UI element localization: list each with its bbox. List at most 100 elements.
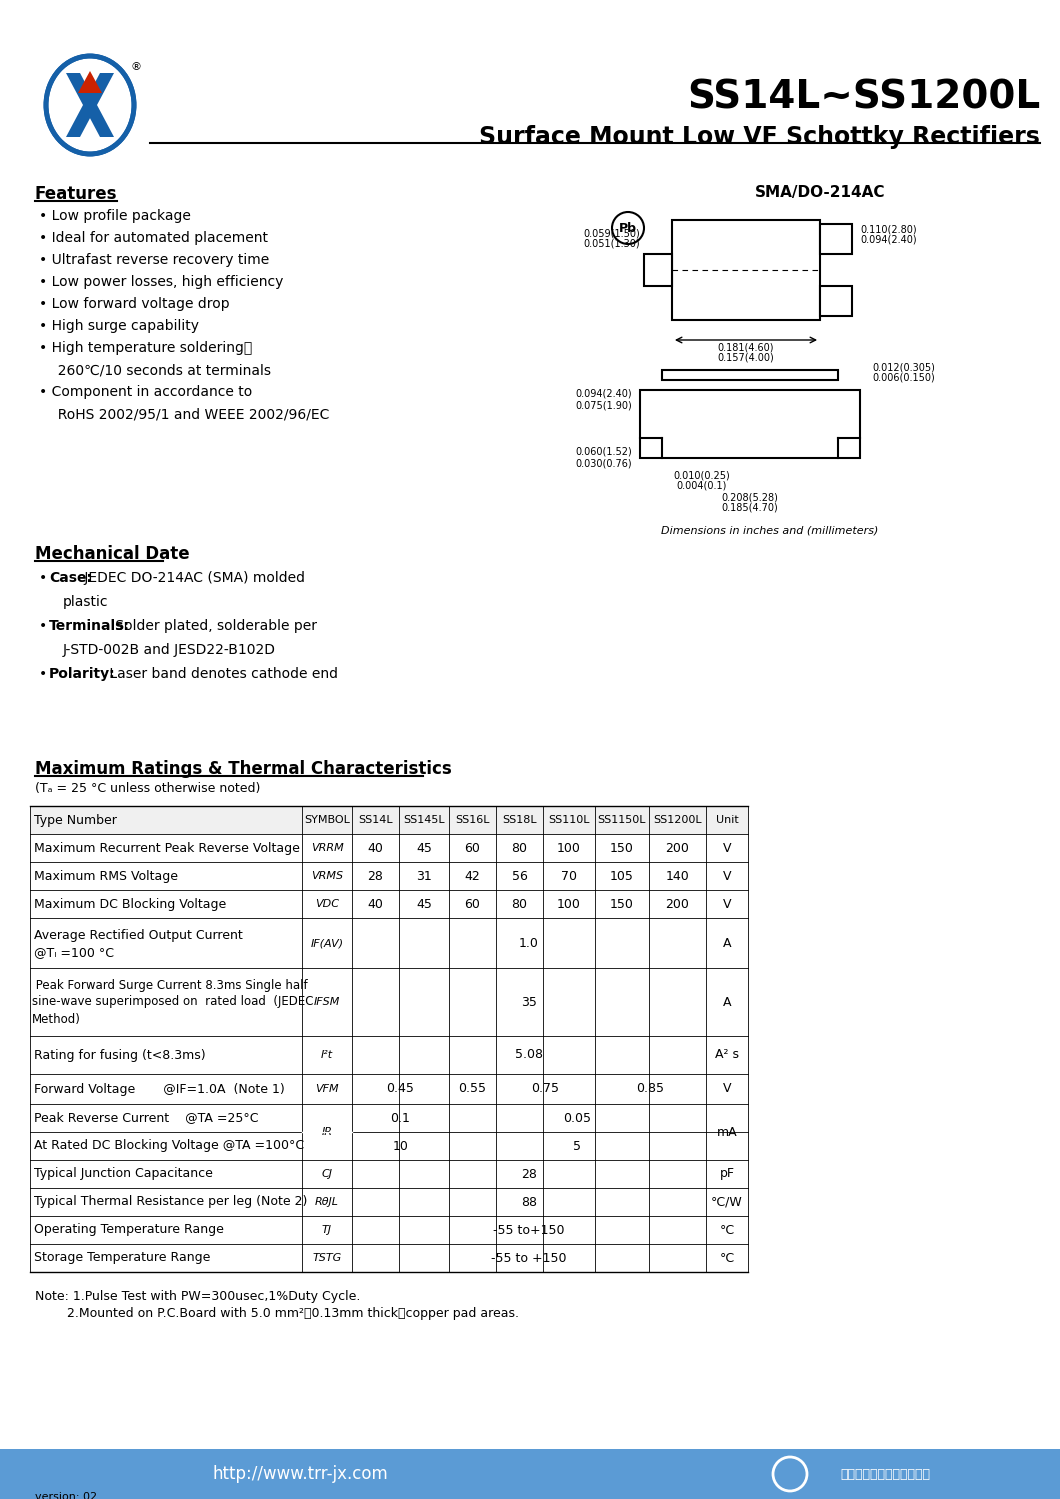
Bar (644, 253, 672, 286)
Text: 70: 70 (561, 869, 577, 883)
Text: 5: 5 (573, 1139, 582, 1153)
Text: Polarity:: Polarity: (49, 667, 116, 681)
Text: 0.094(2.40): 0.094(2.40) (860, 234, 917, 244)
Text: 150: 150 (611, 841, 634, 854)
Text: RθJL: RθJL (315, 1198, 339, 1207)
Text: 28: 28 (368, 869, 384, 883)
Text: 1.0: 1.0 (519, 937, 538, 949)
Text: °C: °C (720, 1252, 735, 1265)
Text: • Ultrafast reverse recovery time: • Ultrafast reverse recovery time (39, 253, 269, 267)
Text: Rating for fusing (t<8.3ms): Rating for fusing (t<8.3ms) (34, 1048, 206, 1061)
Text: A: A (723, 995, 731, 1009)
Text: 0.030(0.76): 0.030(0.76) (576, 459, 632, 468)
Text: Note: 1.Pulse Test with PW=300usec,1%Duty Cycle.: Note: 1.Pulse Test with PW=300usec,1%Dut… (35, 1291, 360, 1303)
Text: mA: mA (717, 1126, 738, 1139)
Text: 0.010(0.25): 0.010(0.25) (673, 471, 730, 480)
Text: 28: 28 (522, 1168, 537, 1181)
Text: version: 02: version: 02 (35, 1492, 98, 1499)
Text: Operating Temperature Range: Operating Temperature Range (34, 1223, 224, 1237)
Text: Peak Forward Surge Current 8.3ms Single half: Peak Forward Surge Current 8.3ms Single … (32, 979, 307, 991)
Text: •: • (39, 571, 52, 585)
Text: 0.208(5.28): 0.208(5.28) (722, 492, 778, 502)
Text: 0.060(1.52): 0.060(1.52) (576, 447, 632, 456)
Text: -55 to+150: -55 to+150 (493, 1223, 565, 1237)
Text: SS16L: SS16L (455, 815, 490, 824)
Text: SMA/DO-214AC: SMA/DO-214AC (755, 184, 885, 199)
Text: 0.004(0.1): 0.004(0.1) (677, 480, 727, 490)
Text: 40: 40 (368, 898, 384, 910)
Text: 0.45: 0.45 (387, 1082, 414, 1096)
Text: plastic: plastic (63, 595, 108, 609)
Text: Peak Reverse Current    @TA =25°C: Peak Reverse Current @TA =25°C (34, 1111, 259, 1124)
Text: 31: 31 (417, 869, 431, 883)
Text: SYMBOL: SYMBOL (304, 815, 350, 824)
Text: VRRM: VRRM (311, 842, 343, 853)
Ellipse shape (46, 55, 134, 154)
Text: 0.185(4.70): 0.185(4.70) (722, 502, 778, 513)
Text: Method): Method) (32, 1012, 81, 1025)
Bar (672, 220, 820, 319)
Bar (30, 806, 748, 833)
Text: SS14L: SS14L (358, 815, 393, 824)
Text: V: V (723, 1082, 731, 1096)
Text: TJ: TJ (322, 1225, 332, 1235)
Text: Maximum Recurrent Peak Reverse Voltage: Maximum Recurrent Peak Reverse Voltage (34, 841, 300, 854)
Text: IFSM: IFSM (314, 997, 340, 1007)
Text: V: V (723, 898, 731, 910)
Text: Unit: Unit (716, 815, 739, 824)
Polygon shape (66, 73, 114, 136)
Text: 150: 150 (611, 898, 634, 910)
Text: pF: pF (720, 1168, 735, 1181)
Text: Storage Temperature Range: Storage Temperature Range (34, 1252, 210, 1265)
Text: 0.051(1.30): 0.051(1.30) (583, 238, 640, 247)
Text: SS1150L: SS1150L (598, 815, 647, 824)
Text: 60: 60 (464, 898, 480, 910)
Text: •: • (39, 667, 52, 681)
Text: Features: Features (35, 184, 118, 202)
Text: (Tₐ = 25 °C unless otherwise noted): (Tₐ = 25 °C unless otherwise noted) (35, 782, 261, 794)
Text: SS110L: SS110L (548, 815, 589, 824)
Text: IR: IR (321, 1127, 333, 1138)
Text: • Low profile package: • Low profile package (39, 208, 191, 223)
Text: Typical Thermal Resistance per leg (Note 2): Typical Thermal Resistance per leg (Note… (34, 1196, 307, 1208)
Text: 200: 200 (666, 841, 689, 854)
Polygon shape (78, 70, 102, 93)
Text: JEDEC DO-214AC (SMA) molded: JEDEC DO-214AC (SMA) molded (80, 571, 305, 585)
Text: V: V (723, 841, 731, 854)
Text: Typical Junction Capacitance: Typical Junction Capacitance (34, 1168, 213, 1181)
Text: 40: 40 (368, 841, 384, 854)
Text: SS145L: SS145L (403, 815, 445, 824)
Text: 0.012(0.305): 0.012(0.305) (872, 361, 935, 372)
Text: VDC: VDC (315, 899, 339, 908)
Text: 140: 140 (666, 869, 689, 883)
Text: Average Rectified Output Current: Average Rectified Output Current (34, 929, 243, 941)
Text: Case:: Case: (49, 571, 92, 585)
Text: -55 to +150: -55 to +150 (491, 1252, 567, 1265)
Text: @Tₗ =100 °C: @Tₗ =100 °C (34, 946, 114, 959)
Text: 广东钒兴电子科技有限公司: 广东钒兴电子科技有限公司 (840, 1468, 930, 1481)
Text: J-STD-002B and JESD22-B102D: J-STD-002B and JESD22-B102D (63, 643, 276, 657)
Text: Type Number: Type Number (34, 814, 117, 826)
Text: 10: 10 (392, 1139, 408, 1153)
Text: • Component in accordance to: • Component in accordance to (39, 385, 252, 399)
Text: At Rated DC Blocking Voltage @TA =100°C: At Rated DC Blocking Voltage @TA =100°C (34, 1139, 304, 1153)
Text: 42: 42 (464, 869, 480, 883)
Text: Dimensions in inches and (millimeters): Dimensions in inches and (millimeters) (661, 525, 879, 535)
Text: 105: 105 (611, 869, 634, 883)
Text: 0.075(1.90): 0.075(1.90) (576, 400, 632, 411)
Text: http://www.trr-jx.com: http://www.trr-jx.com (212, 1465, 388, 1483)
Text: 100: 100 (558, 841, 581, 854)
Text: 45: 45 (417, 841, 431, 854)
Text: • Low power losses, high efficiency: • Low power losses, high efficiency (39, 274, 283, 289)
Text: TSTG: TSTG (313, 1253, 341, 1264)
Text: 60: 60 (464, 841, 480, 854)
Text: Laser band denotes cathode end: Laser band denotes cathode end (105, 667, 338, 681)
Text: 56: 56 (512, 869, 528, 883)
Bar (640, 390, 860, 459)
Text: •: • (39, 619, 52, 633)
Text: SS14L~SS1200L: SS14L~SS1200L (687, 78, 1040, 115)
Bar (820, 286, 852, 316)
Text: 0.55: 0.55 (459, 1082, 487, 1096)
Text: Pb: Pb (619, 222, 637, 234)
Text: °C/W: °C/W (711, 1196, 743, 1208)
